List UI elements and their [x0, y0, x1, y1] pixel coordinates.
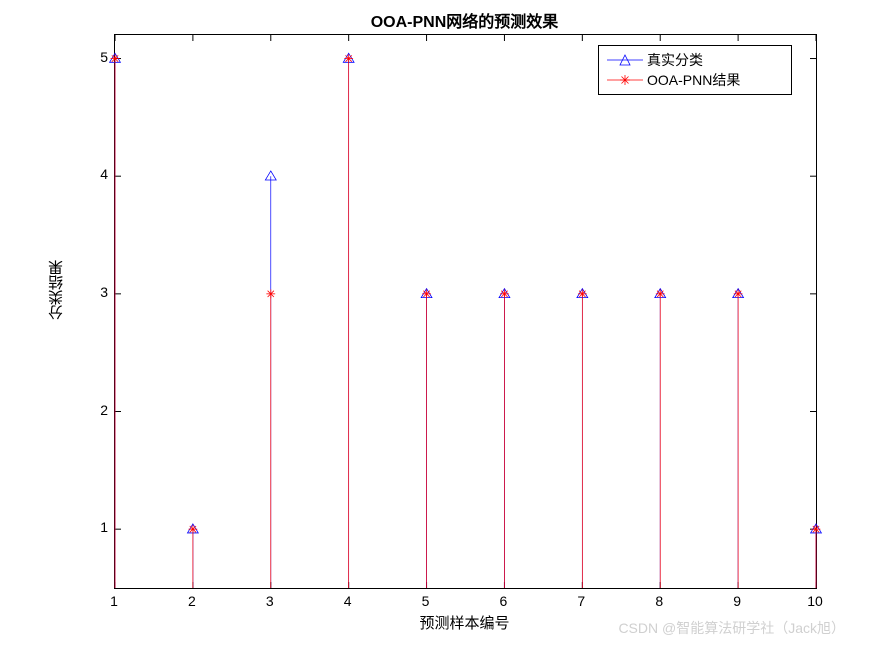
x-tick-label: 6: [493, 593, 513, 609]
y-tick-label: 5: [90, 49, 108, 65]
x-tick-label: 8: [649, 593, 669, 609]
plot-svg: [115, 35, 816, 588]
markers-layer: [110, 53, 822, 533]
x-tick-label: 3: [260, 593, 280, 609]
x-tick-label: 10: [805, 593, 825, 609]
x-tick-label: 2: [182, 593, 202, 609]
stems-layer: [115, 59, 816, 588]
y-tick-label: 4: [90, 166, 108, 182]
y-tick-label: 3: [90, 284, 108, 300]
chart-title: OOA-PNN网络的预测效果: [114, 8, 815, 32]
legend-label-1: 真实分类: [647, 50, 703, 70]
legend-label-2: OOA-PNN结果: [647, 70, 740, 90]
watermark: CSDN @智能算法研学社（Jack旭）: [618, 618, 845, 638]
x-tick-label: 4: [338, 593, 358, 609]
x-tick-label: 7: [571, 593, 591, 609]
y-tick-label: 1: [90, 519, 108, 535]
legend-box: 真实分类 OOA-PNN结果: [598, 45, 792, 95]
x-tick-label: 9: [727, 593, 747, 609]
y-tick-label: 2: [90, 402, 108, 418]
legend-swatch-1: [607, 53, 643, 67]
ticks-layer: [115, 35, 816, 588]
legend-item-1: 真实分类: [607, 50, 783, 70]
plot-area: 真实分类 OOA-PNN结果: [114, 34, 817, 589]
y-axis-label: 分类结果: [46, 260, 67, 320]
legend-swatch-2: [607, 73, 643, 87]
x-tick-label: 1: [104, 593, 124, 609]
x-tick-label: 5: [416, 593, 436, 609]
legend-item-2: OOA-PNN结果: [607, 70, 783, 90]
chart-container: OOA-PNN网络的预测效果 分类结果 真实分类: [0, 0, 875, 656]
